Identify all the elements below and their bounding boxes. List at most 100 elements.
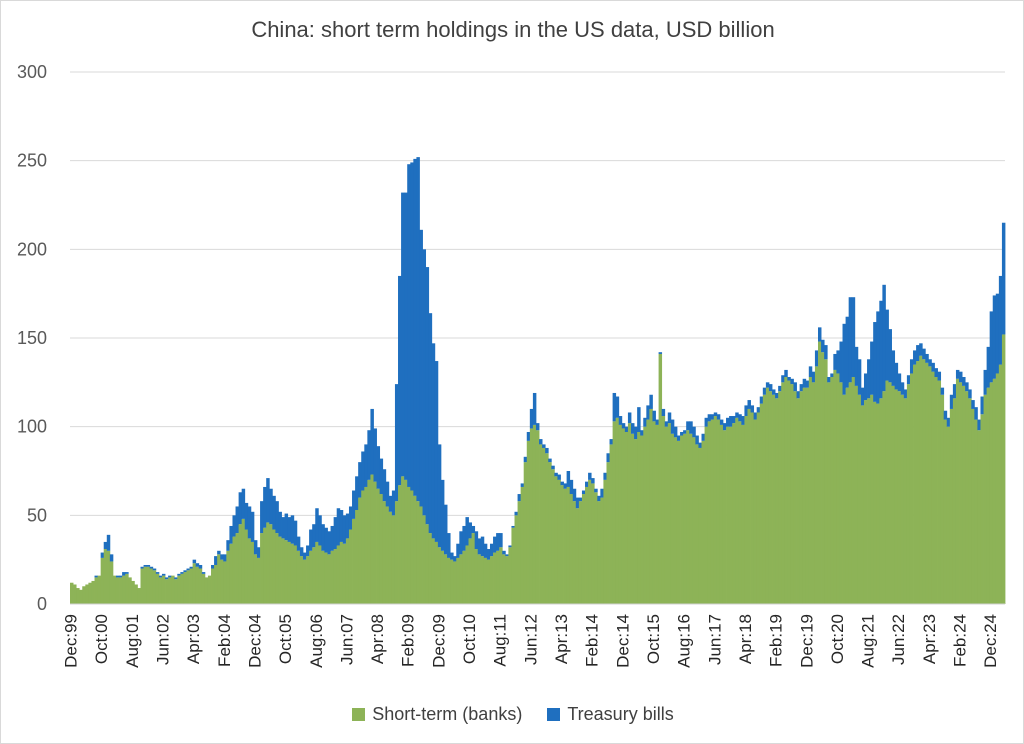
bar-banks bbox=[704, 426, 709, 604]
bar-tbills bbox=[995, 293, 1000, 374]
bar-tbills bbox=[287, 517, 292, 542]
x-tick-label: Oct:20 bbox=[828, 614, 847, 664]
bar-tbills bbox=[661, 408, 666, 417]
bar-tbills bbox=[459, 531, 463, 555]
bar-banks bbox=[327, 554, 331, 604]
bar-banks bbox=[416, 501, 420, 604]
bar-tbills bbox=[652, 410, 656, 422]
bar-banks bbox=[477, 554, 482, 604]
bar-banks bbox=[183, 572, 187, 604]
bar-banks bbox=[597, 501, 601, 604]
bar-banks bbox=[557, 479, 561, 604]
bar-banks bbox=[146, 566, 151, 604]
bar-banks bbox=[716, 419, 721, 604]
bar-tbills bbox=[342, 515, 347, 544]
bar-tbills bbox=[551, 465, 555, 470]
bar-banks bbox=[447, 557, 451, 604]
bar-banks bbox=[860, 405, 865, 604]
bar-tbills bbox=[321, 524, 325, 551]
bar-banks bbox=[440, 550, 445, 604]
bar-banks bbox=[680, 435, 684, 604]
bar-tbills bbox=[299, 547, 304, 557]
bar-tbills bbox=[949, 394, 954, 409]
bar-banks bbox=[428, 533, 433, 604]
bar-tbills bbox=[339, 510, 344, 542]
bar-tbills bbox=[578, 497, 583, 502]
bar-banks bbox=[735, 417, 739, 604]
bar-tbills bbox=[183, 570, 187, 573]
bar-tbills bbox=[483, 543, 488, 558]
bar-tbills bbox=[845, 316, 850, 388]
bar-banks bbox=[756, 412, 761, 604]
y-tick-label: 50 bbox=[27, 505, 47, 525]
bar-banks bbox=[968, 398, 972, 604]
bar-tbills bbox=[496, 533, 500, 551]
bar-banks bbox=[922, 359, 926, 604]
bar-banks bbox=[290, 543, 295, 604]
bar-banks bbox=[870, 394, 874, 604]
bar-tbills bbox=[192, 559, 197, 564]
bar-tbills bbox=[900, 382, 905, 395]
y-axis-ticks: 0 50 100 150 200 250 300 bbox=[17, 62, 47, 614]
bar-tbills bbox=[471, 525, 476, 534]
x-tick-label: Dec:99 bbox=[62, 614, 81, 668]
bar-banks bbox=[235, 533, 240, 604]
bar-banks bbox=[287, 541, 292, 604]
bar-banks bbox=[631, 433, 635, 604]
x-tick-label: Jun:07 bbox=[337, 614, 356, 665]
bar-tbills bbox=[318, 515, 322, 546]
bar-banks bbox=[772, 394, 776, 604]
bar-tbills bbox=[462, 525, 466, 551]
bar-tbills bbox=[229, 525, 233, 544]
bar-tbills bbox=[324, 527, 328, 553]
bar-tbills bbox=[839, 341, 843, 383]
bar-tbills bbox=[860, 387, 865, 406]
x-tick-label: Dec:09 bbox=[429, 614, 448, 668]
bar-banks bbox=[217, 554, 221, 604]
bar-banks bbox=[493, 552, 497, 604]
bar-tbills bbox=[989, 311, 994, 383]
bar-tbills bbox=[103, 541, 108, 550]
bar-tbills bbox=[382, 469, 387, 502]
bar-tbills bbox=[143, 564, 148, 567]
bar-tbills bbox=[683, 430, 687, 434]
bar-banks bbox=[873, 401, 877, 604]
bar-tbills bbox=[863, 373, 868, 401]
bar-banks bbox=[658, 353, 663, 604]
bar-banks bbox=[732, 423, 736, 604]
bar-banks bbox=[293, 545, 298, 604]
bar-tbills bbox=[686, 421, 690, 431]
bar-tbills bbox=[928, 359, 932, 367]
bar-tbills bbox=[689, 421, 693, 434]
bar-tbills bbox=[502, 550, 506, 555]
bar-tbills bbox=[692, 426, 696, 438]
bar-banks bbox=[85, 584, 89, 604]
bar-tbills bbox=[879, 300, 883, 399]
bar-tbills bbox=[302, 552, 307, 560]
bar-tbills bbox=[750, 405, 755, 413]
bar-tbills bbox=[223, 554, 227, 562]
bar-banks bbox=[263, 527, 267, 604]
bar-banks bbox=[689, 433, 693, 604]
bar-tbills bbox=[499, 533, 503, 548]
bar-tbills bbox=[827, 377, 831, 383]
bar-tbills bbox=[765, 382, 770, 388]
x-tick-label: Aug:21 bbox=[859, 614, 878, 668]
bar-banks bbox=[508, 547, 512, 604]
bar-banks bbox=[115, 577, 120, 604]
bar-tbills bbox=[526, 431, 531, 441]
bar-banks bbox=[627, 423, 632, 604]
bar-banks bbox=[186, 570, 190, 604]
bar-banks bbox=[462, 550, 466, 604]
bar-tbills bbox=[296, 536, 301, 551]
bar-banks bbox=[198, 568, 203, 604]
bar-tbills bbox=[489, 543, 494, 557]
bar-tbills bbox=[520, 483, 525, 487]
bar-banks bbox=[453, 561, 457, 604]
bar-tbills bbox=[511, 525, 515, 528]
y-tick-label: 300 bbox=[17, 62, 47, 82]
bar-banks bbox=[946, 426, 951, 604]
bar-tbills bbox=[211, 564, 215, 569]
bar-banks bbox=[281, 538, 285, 604]
